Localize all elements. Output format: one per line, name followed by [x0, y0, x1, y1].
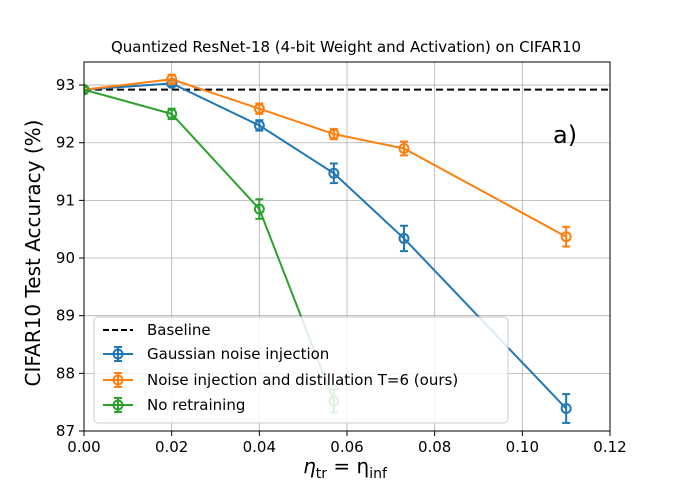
x-tick-label: 0.02 — [155, 438, 188, 456]
legend-series-2-label: No retraining — [147, 396, 245, 414]
x-tick-label: 0.04 — [243, 438, 276, 456]
legend-series-1-swatch — [103, 372, 133, 388]
x-axis-label-eta: η — [303, 454, 316, 478]
data-point — [253, 203, 265, 215]
data-point — [166, 73, 178, 85]
series-2-line — [84, 88, 335, 402]
legend-box — [93, 316, 509, 424]
data-point — [560, 403, 572, 415]
data-point — [398, 142, 410, 154]
x-tick-label: 0.00 — [67, 438, 100, 456]
series-0-line — [84, 82, 567, 410]
legend-series-0-label: Gaussian noise injection — [147, 345, 329, 363]
x-axis-label: ηtr = ηinf — [303, 454, 388, 482]
x-axis-label-eq: = η — [327, 454, 369, 478]
legend-series-0-swatch — [103, 346, 133, 362]
y-tick-label: 91 — [56, 191, 75, 209]
series-1 — [84, 73, 572, 248]
y-tick-label: 88 — [56, 364, 75, 382]
x-axis-ticks: 0.00 0.02 0.04 0.06 0.08 0.10 0.12 — [67, 431, 627, 456]
legend-baseline-label: Baseline — [147, 321, 211, 339]
x-tick-label: 0.12 — [593, 438, 626, 456]
legend: Baseline Gaussian noise injection Noise … — [93, 316, 509, 424]
data-point — [253, 103, 265, 115]
legend-series-2-swatch — [103, 397, 133, 413]
y-axis-label: CIFAR10 Test Accuracy (%) — [21, 120, 45, 387]
y-axis-ticks: 87 88 89 90 91 92 93 — [56, 76, 84, 440]
data-point — [560, 231, 572, 243]
x-axis-label-sub-inf: inf — [369, 466, 388, 482]
legend-series-1-label: Noise injection and distillation T=6 (ou… — [147, 371, 458, 389]
chart-title: Quantized ResNet-18 (4-bit Weight and Ac… — [111, 38, 581, 56]
data-point — [328, 167, 340, 179]
x-tick-label: 0.08 — [418, 438, 451, 456]
x-axis-label-sub-tr: tr — [316, 466, 327, 482]
data-point — [253, 119, 265, 131]
series-layer — [84, 73, 572, 424]
y-tick-label: 92 — [56, 134, 75, 152]
y-tick-label: 89 — [56, 307, 75, 325]
y-tick-label: 90 — [56, 249, 75, 267]
data-point — [398, 232, 410, 244]
data-point — [328, 128, 340, 140]
panel-label: a) — [553, 121, 577, 149]
data-point — [166, 108, 178, 120]
data-point — [84, 84, 90, 96]
x-tick-label: 0.10 — [506, 438, 539, 456]
x-tick-label: 0.06 — [330, 438, 363, 456]
series-1-line — [84, 78, 567, 238]
y-tick-label: 87 — [56, 422, 75, 440]
y-tick-label: 93 — [56, 76, 75, 94]
